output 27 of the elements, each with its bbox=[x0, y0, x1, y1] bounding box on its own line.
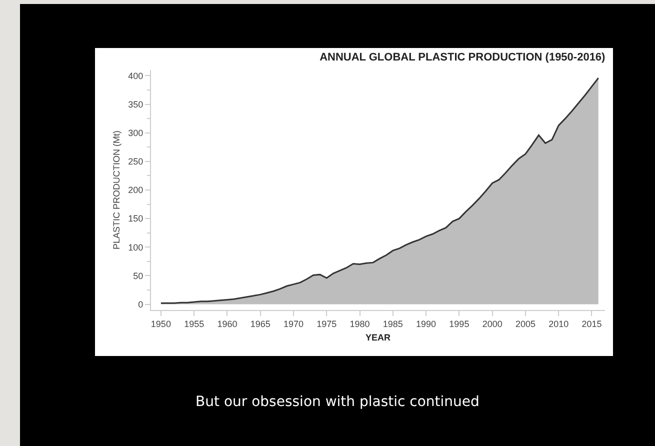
y-tick-label: 350 bbox=[128, 99, 144, 110]
y-axis-title: PLASTIC PRODUCTION (Mt) bbox=[112, 130, 122, 250]
x-tick-label: 1955 bbox=[184, 318, 204, 329]
x-tick-label: 2000 bbox=[482, 318, 502, 329]
y-tick-label: 0 bbox=[138, 299, 144, 310]
x-tick-label: 1995 bbox=[449, 318, 470, 329]
y-tick-label: 300 bbox=[128, 128, 144, 138]
x-tick-label: 1960 bbox=[217, 318, 238, 329]
x-tick-label: 1965 bbox=[250, 318, 270, 329]
x-tick-label: 1985 bbox=[382, 318, 403, 329]
x-tick-label: 1980 bbox=[350, 318, 370, 329]
x-tick-label: 1950 bbox=[150, 318, 171, 329]
y-tick-label: 200 bbox=[128, 185, 144, 196]
x-tick-label: 1990 bbox=[416, 318, 436, 329]
chart-title: ANNUAL GLOBAL PLASTIC PRODUCTION (1950-2016) bbox=[320, 51, 606, 64]
x-tick-label: 1970 bbox=[283, 318, 304, 329]
y-tick-label: 50 bbox=[133, 270, 144, 281]
text: But our obsession with plastic continued bbox=[194, 394, 480, 410]
x-tick-label: 2010 bbox=[548, 318, 569, 329]
y-tick-label: 150 bbox=[128, 214, 144, 224]
x-axis-title: YEAR bbox=[365, 332, 391, 343]
x-tick-label: 1975 bbox=[316, 318, 337, 329]
x-tick-label: 2005 bbox=[515, 318, 536, 329]
y-tick-label: 400 bbox=[128, 70, 144, 81]
y-tick-label: 100 bbox=[128, 242, 144, 252]
x-tick-label: 2015 bbox=[582, 318, 602, 329]
y-tick-label: 250 bbox=[128, 156, 144, 167]
